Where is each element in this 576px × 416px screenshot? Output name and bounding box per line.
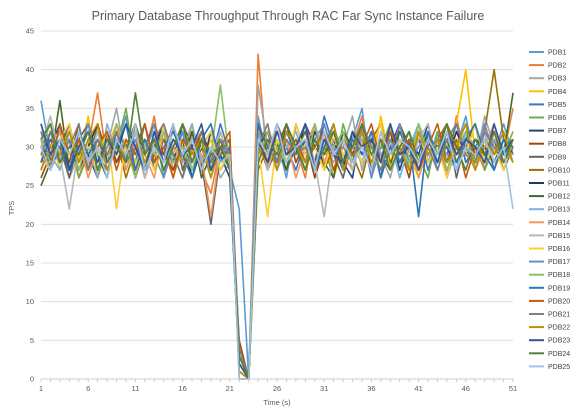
legend-item-pdb14: PDB14 — [529, 220, 570, 227]
legend-label: PDB2 — [548, 63, 566, 70]
legend-label: PDB7 — [548, 128, 566, 135]
x-tick-label: 51 — [509, 384, 517, 393]
x-tick-label: 31 — [320, 384, 328, 393]
legend-item-pdb19: PDB19 — [529, 285, 570, 292]
legend-item-pdb25: PDB25 — [529, 364, 570, 371]
legend-item-pdb4: PDB4 — [529, 89, 566, 96]
series-line-pdb16 — [40, 123, 514, 380]
legend-label: PDB18 — [548, 272, 570, 279]
legend-label: PDB5 — [548, 102, 566, 109]
legend-item-pdb18: PDB18 — [529, 272, 570, 279]
legend-label: PDB3 — [548, 76, 566, 83]
legend-item-pdb21: PDB21 — [529, 312, 570, 319]
legend-label: PDB9 — [548, 154, 566, 161]
legend-item-pdb5: PDB5 — [529, 102, 566, 109]
legend-label: PDB4 — [548, 89, 566, 96]
legend: PDB1 PDB2 PDB3 PDB4 PDB5 PDB6 PDB7 PDB8 PDB9 PDB1… — [529, 50, 570, 371]
legend-label: PDB21 — [548, 312, 570, 319]
legend-label: PDB1 — [548, 50, 566, 57]
x-tick-label: 26 — [273, 384, 281, 393]
chart-title: Primary Database Throughput Through RAC … — [92, 9, 485, 23]
legend-label: PDB17 — [548, 259, 570, 266]
legend-item-pdb17: PDB17 — [529, 259, 570, 266]
legend-label: PDB12 — [548, 194, 570, 201]
legend-label: PDB22 — [548, 325, 570, 332]
legend-item-pdb9: PDB9 — [529, 154, 566, 161]
legend-label: PDB13 — [548, 207, 570, 214]
legend-label: PDB24 — [548, 351, 570, 358]
y-tick-label: 0 — [30, 375, 34, 384]
legend-label: PDB6 — [548, 115, 566, 122]
legend-item-pdb23: PDB23 — [529, 338, 570, 345]
y-axis-label: TPS — [7, 201, 16, 216]
legend-item-pdb24: PDB24 — [529, 351, 570, 358]
y-tick-label: 5 — [30, 336, 34, 345]
legend-label: PDB14 — [548, 220, 570, 227]
y-tick-label: 40 — [26, 65, 34, 74]
legend-item-pdb6: PDB6 — [529, 115, 566, 122]
legend-label: PDB16 — [548, 246, 570, 253]
legend-label: PDB20 — [548, 298, 570, 305]
legend-label: PDB19 — [548, 285, 570, 292]
series-line-pdb22 — [40, 123, 514, 380]
legend-item-pdb16: PDB16 — [529, 246, 570, 253]
legend-item-pdb7: PDB7 — [529, 128, 566, 135]
x-tick-label: 21 — [226, 384, 234, 393]
y-tick-label: 10 — [26, 297, 34, 306]
x-tick-label: 46 — [462, 384, 470, 393]
legend-item-pdb22: PDB22 — [529, 325, 570, 332]
legend-item-pdb3: PDB3 — [529, 76, 566, 83]
legend-item-pdb8: PDB8 — [529, 141, 566, 148]
legend-item-pdb2: PDB2 — [529, 63, 566, 70]
legend-label: PDB25 — [548, 364, 570, 371]
x-tick-label: 11 — [132, 384, 140, 393]
legend-item-pdb12: PDB12 — [529, 194, 570, 201]
legend-item-pdb10: PDB10 — [529, 167, 570, 174]
legend-item-pdb11: PDB11 — [529, 181, 570, 188]
legend-label: PDB11 — [548, 181, 570, 188]
y-tick-label: 45 — [26, 27, 34, 36]
legend-label: PDB8 — [548, 141, 566, 148]
x-tick-label: 41 — [414, 384, 422, 393]
y-tick-label: 20 — [26, 220, 34, 229]
y-tick-label: 30 — [26, 143, 34, 152]
x-axis-label: Time (s) — [263, 398, 291, 407]
y-tick-label: 15 — [26, 259, 34, 268]
legend-label: PDB10 — [548, 167, 570, 174]
legend-label: PDB15 — [548, 233, 570, 240]
legend-label: PDB23 — [548, 338, 570, 345]
legend-item-pdb13: PDB13 — [529, 207, 570, 214]
legend-item-pdb1: PDB1 — [529, 50, 566, 57]
x-tick-label: 1 — [39, 384, 43, 393]
series-line-pdb25 — [40, 123, 514, 380]
y-tick-label: 25 — [26, 181, 34, 190]
series-lines — [40, 53, 514, 380]
x-tick-label: 36 — [367, 384, 375, 393]
x-tick-label: 16 — [178, 384, 186, 393]
y-tick-label: 35 — [26, 104, 34, 113]
legend-item-pdb20: PDB20 — [529, 298, 570, 305]
legend-item-pdb15: PDB15 — [529, 233, 570, 240]
x-tick-label: 6 — [86, 384, 90, 393]
